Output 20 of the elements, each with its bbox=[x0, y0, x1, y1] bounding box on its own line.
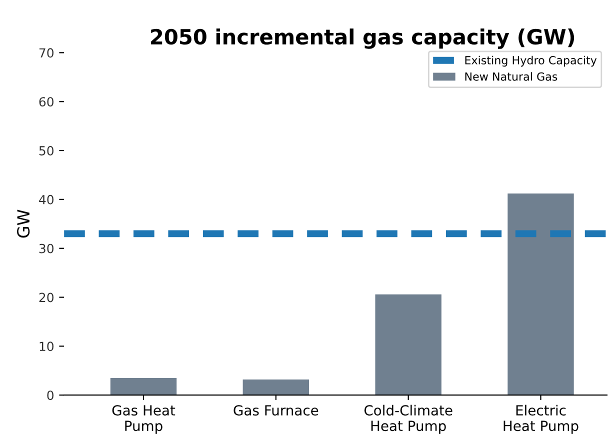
y-axis-title: GW bbox=[17, 210, 30, 238]
bar bbox=[110, 378, 177, 396]
y-tick-label: 30 bbox=[39, 244, 54, 254]
bar bbox=[375, 294, 442, 396]
x-tick-label: Gas Furnace bbox=[234, 405, 318, 416]
legend-label: New Natural Gas bbox=[465, 72, 558, 81]
y-tick-label: 20 bbox=[39, 292, 54, 302]
y-tick-label: 60 bbox=[39, 97, 54, 107]
x-tick-label: Cold-Climate Heat Pump bbox=[364, 404, 452, 434]
y-tick-label: 70 bbox=[39, 48, 54, 58]
bar bbox=[508, 194, 574, 396]
x-tick-label: Electric Heat Pump bbox=[504, 404, 578, 434]
legend-label: Existing Hydro Capacity bbox=[465, 56, 597, 67]
bar bbox=[242, 379, 310, 396]
x-tick-label: Gas Heat Pump bbox=[112, 405, 176, 434]
y-tick-label: 10 bbox=[40, 342, 54, 352]
y-tick-label: 50 bbox=[39, 146, 54, 156]
chart-title: 2050 incremental gas capacity (GW) bbox=[151, 28, 574, 49]
y-tick-label: 0 bbox=[47, 390, 54, 400]
y-tick-label: 40 bbox=[39, 194, 54, 204]
